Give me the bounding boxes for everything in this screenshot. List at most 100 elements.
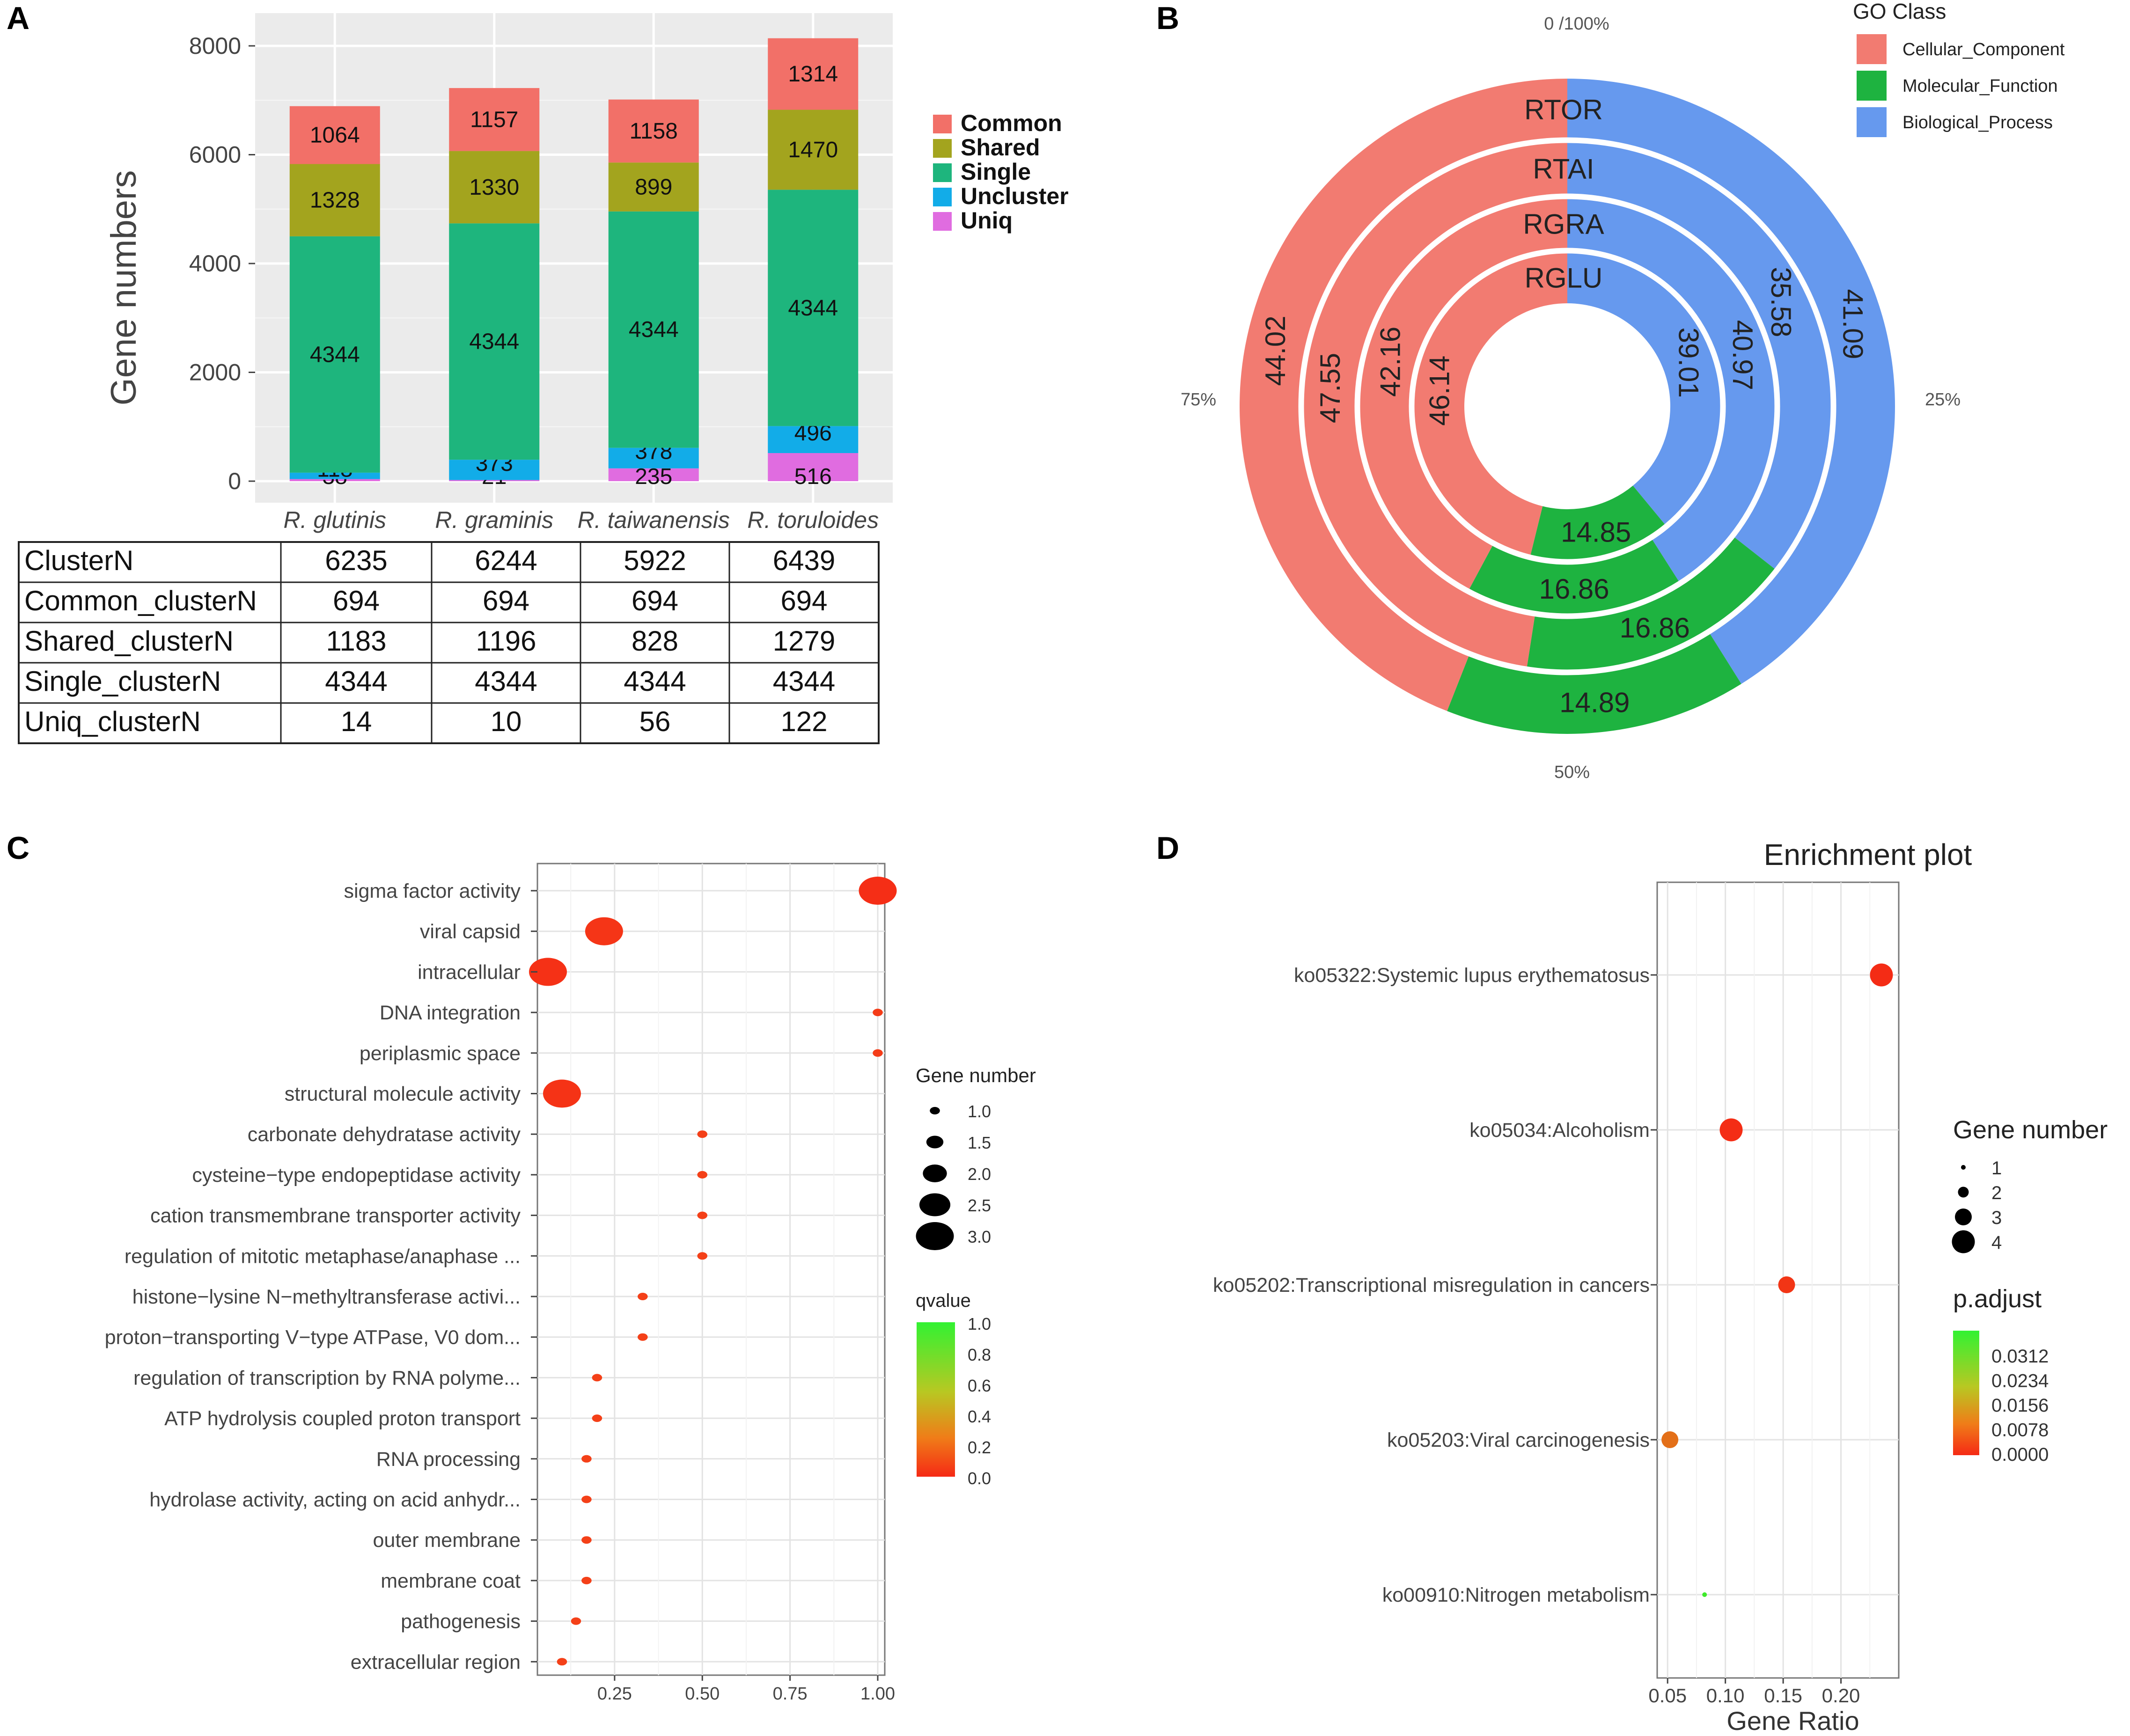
table-cell: Common_clusterN <box>24 585 257 616</box>
pathway-label: ko05202:Transcriptional misregulation in… <box>1213 1274 1650 1297</box>
x-axis-label: Gene Ratio <box>1726 1706 1859 1736</box>
ring-value-label: 14.89 <box>1559 687 1630 718</box>
enrichment-point <box>581 1576 592 1584</box>
table-cell: 1279 <box>773 625 835 657</box>
term-label: RNA processing <box>376 1448 521 1471</box>
term-label: DNA integration <box>380 1002 521 1024</box>
ring-value-label: 47.55 <box>1315 353 1346 423</box>
x-tick-label: R. graminis <box>435 507 553 533</box>
x-tick-label: 0.50 <box>685 1684 720 1704</box>
legend-swatch <box>1857 34 1887 64</box>
enrichment-point <box>873 1049 883 1057</box>
table-cell: 5922 <box>624 545 686 576</box>
pathway-label: ko05034:Alcoholism <box>1469 1119 1650 1142</box>
bar-value-label: 4344 <box>310 342 360 367</box>
size-legend-label: 1.5 <box>968 1133 991 1152</box>
legend: Gene number 1.0 1.5 2.0 2.5 3.0 qvalue 1.0 0.8 0.… <box>916 1064 1036 1488</box>
y-axis: 0 2000 4000 6000 8000 <box>189 33 255 494</box>
x-tick-label: 1.00 <box>860 1684 895 1704</box>
bar-segment-common <box>449 88 540 151</box>
bar-segment-single <box>608 211 699 448</box>
table-cell: Single_clusterN <box>24 666 221 697</box>
bar-segment-shared <box>449 151 540 224</box>
size-legend-dot <box>1961 1165 1966 1170</box>
table-cell: 14 <box>341 706 372 737</box>
x-tick-label: 0.20 <box>1822 1685 1860 1707</box>
legend-swatch <box>933 115 952 133</box>
table-cell: 694 <box>632 585 678 616</box>
enrichment-point <box>543 1079 581 1108</box>
pathway-label: ko05322:Systemic lupus erythematosus <box>1294 964 1650 987</box>
enrichment-point <box>873 1009 883 1017</box>
legend-swatch <box>933 212 952 231</box>
ring-segment-cellular-component <box>1358 197 1567 591</box>
term-labels: sigma factor activity viral capsid intrace… <box>105 880 537 1673</box>
legend-title: GO Class <box>1853 0 1946 23</box>
legend-swatch <box>933 163 952 182</box>
enrichment-point <box>697 1130 708 1138</box>
legend: Gene number 1 2 3 4 p.adjust 0.0312 0.0234 0.015… <box>1952 1116 2108 1465</box>
x-tick-label: 0.10 <box>1706 1685 1745 1707</box>
enrichment-point <box>697 1211 708 1219</box>
rings: 41.09 14.89 44.02 RTOR 35.58 16.86 47.55 RTAI 40… <box>1240 79 1895 734</box>
grid <box>1657 882 1899 1678</box>
table-cell: 4344 <box>773 666 835 697</box>
ring-segment-molecular-function <box>1447 632 1741 734</box>
bar-segment-single <box>449 223 540 460</box>
size-legend-dot <box>923 1165 947 1182</box>
term-label: cation transmembrane transporter activit… <box>150 1205 521 1227</box>
color-legend-label: 0.0234 <box>1991 1371 2049 1392</box>
size-legend-dot <box>1955 1209 1972 1225</box>
term-label: viral capsid <box>420 921 521 943</box>
x-axis: 0.05 0.10 0.15 0.20 <box>1648 1678 1860 1707</box>
y-axis-label: Gene numbers <box>104 170 144 406</box>
legend-swatch <box>933 139 952 158</box>
bar-segment-uniq <box>768 453 859 481</box>
ring-segment-molecular-function <box>1527 536 1777 672</box>
y-tick-label: 6000 <box>189 142 241 168</box>
term-label: sigma factor activity <box>344 880 521 902</box>
panel-letter-c: C <box>7 830 29 866</box>
legend-label: Uncluster <box>961 183 1069 209</box>
bar-segment-uncluster <box>289 472 380 479</box>
ring-value-label: 14.85 <box>1561 517 1631 548</box>
panel-letter-b: B <box>1156 0 1179 36</box>
legend-swatch <box>933 188 952 206</box>
ring-segment-cellular-component <box>1240 79 1567 711</box>
bar-segment-shared <box>289 164 380 236</box>
table-cell: 122 <box>780 706 827 737</box>
size-legend-title: Gene number <box>1953 1116 2108 1144</box>
term-label: outer membrane <box>373 1529 521 1552</box>
bar-segment-uniq <box>289 479 380 481</box>
size-legend-label: 1.0 <box>968 1102 991 1121</box>
table-cell: 6244 <box>475 545 537 576</box>
bar-value-label: 4344 <box>629 317 679 342</box>
ring-name-label: RTAI <box>1533 154 1594 185</box>
bar-value-label: 1158 <box>630 119 678 144</box>
ring-value-label: 39.01 <box>1673 328 1704 398</box>
x-axis: 0.25 0.50 0.75 1.00 <box>597 1675 895 1704</box>
bar-segment-uniq <box>608 468 699 481</box>
term-label: periplasmic space <box>360 1042 521 1065</box>
ring-segment-cellular-component <box>1412 251 1567 557</box>
pathway-labels: ko05322:Systemic lupus erythematosus ko05… <box>1213 964 1657 1606</box>
go-class-legend: GO Class Cellular_Component Molecular_Func… <box>1853 0 2065 137</box>
size-legend-label: 2 <box>1991 1183 2002 1203</box>
color-legend-label: 0.0156 <box>1991 1395 2049 1416</box>
term-label: proton−transporting V−type ATPase, V0 do… <box>105 1326 521 1349</box>
table-border <box>18 541 880 744</box>
panel-letter-a: A <box>7 0 29 36</box>
x-tick-label: 0.05 <box>1648 1685 1687 1707</box>
size-legend-dot <box>916 1222 954 1250</box>
size-legend-label: 2.0 <box>968 1165 991 1184</box>
table-cell: 6235 <box>325 545 387 576</box>
legend-label: Uniq <box>961 207 1013 234</box>
panel-a-bar-chart: 3811843441328106421373434413301157235378… <box>18 13 1069 744</box>
ring-segment-cellular-component <box>1302 141 1567 669</box>
points <box>1661 963 1893 1597</box>
angle-label: 75% <box>1181 390 1216 410</box>
color-legend-label: 0.0078 <box>1991 1420 2049 1441</box>
bar-value-label: 1064 <box>310 123 360 148</box>
table-cell: 10 <box>491 706 522 737</box>
table-cell: 828 <box>632 625 678 657</box>
